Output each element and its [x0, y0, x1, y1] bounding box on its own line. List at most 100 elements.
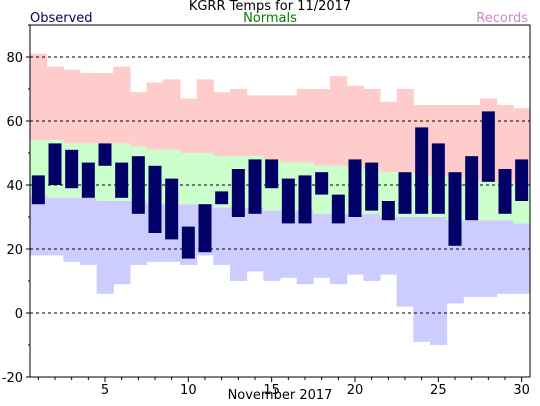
observed-bar-day-20 [348, 159, 362, 217]
observed-bar-day-6 [115, 162, 129, 198]
record-high-day-16 [280, 95, 298, 163]
record-high-day-26 [446, 105, 464, 179]
y-tick-label--20: -20 [2, 371, 23, 386]
observed-bar-day-4 [81, 162, 95, 198]
plot-frame [29, 24, 531, 378]
observed-bar-day-21 [365, 162, 379, 211]
y-tick-label-40: 40 [6, 179, 23, 194]
observed-bar-day-2 [48, 143, 62, 185]
record-high-day-2 [46, 66, 64, 141]
observed-bar-day-24 [415, 127, 429, 214]
normals-legend-label: Normals [243, 11, 297, 26]
record-low-day-28 [480, 220, 498, 297]
record-high-day-4 [80, 73, 98, 144]
x-tick-label-25: 25 [430, 383, 447, 398]
record-low-day-14 [246, 207, 264, 272]
record-high-day-14 [246, 95, 264, 157]
record-high-day-18 [313, 89, 331, 166]
observed-legend-label: Observed [30, 11, 93, 26]
record-high-day-23 [396, 89, 414, 173]
normal-range-day-11 [196, 153, 214, 205]
normal-range-day-28 [480, 181, 498, 221]
record-high-day-9 [163, 79, 181, 150]
x-tick-label-10: 10 [180, 383, 197, 398]
record-low-day-27 [463, 220, 481, 297]
x-tick-label-15: 15 [263, 383, 280, 398]
record-high-day-3 [63, 69, 81, 144]
y-tick-label-80: 80 [6, 51, 23, 66]
record-low-day-4 [80, 197, 98, 265]
record-high-day-7 [130, 92, 148, 147]
grid-lines [30, 56, 530, 314]
record-high-day-13 [230, 89, 248, 157]
record-low-day-12 [213, 207, 231, 265]
observed-bar-day-14 [248, 159, 262, 214]
record-high-day-12 [213, 92, 231, 157]
record-high-day-22 [380, 101, 398, 173]
y-tick-label-20: 20 [6, 243, 23, 258]
observed-bar-day-15 [265, 159, 279, 189]
x-tick-label-30: 30 [513, 383, 530, 398]
records-legend-label: Records [476, 11, 528, 26]
record-low-day-1 [30, 194, 48, 256]
x-tick-label-20: 20 [347, 383, 364, 398]
observed-bar-day-7 [131, 156, 145, 214]
x-axis-label: November 2017 [227, 388, 333, 403]
record-low-day-24 [413, 217, 431, 342]
record-low-day-25 [430, 217, 448, 345]
normal-range-day-10 [180, 153, 198, 205]
record-low-day-20 [346, 213, 364, 275]
record-low-day-22 [380, 217, 398, 275]
observed-bars [31, 111, 529, 259]
observed-bar-day-18 [315, 172, 329, 195]
record-high-day-21 [363, 89, 381, 169]
observed-bar-day-30 [515, 159, 529, 201]
record-low-day-6 [113, 201, 131, 285]
observed-bar-day-22 [381, 201, 395, 221]
record-high-day-11 [196, 79, 214, 153]
record-low-day-15 [263, 210, 281, 281]
chart-title: KGRR Temps for 11/2017 [188, 0, 352, 14]
record-high-day-17 [296, 89, 314, 163]
observed-bar-day-12 [215, 191, 229, 205]
x-tick-label-5: 5 [101, 383, 109, 398]
record-high-day-29 [496, 105, 514, 182]
record-high-day-1 [30, 53, 48, 141]
record-high-day-8 [146, 82, 164, 150]
record-low-day-5 [96, 201, 114, 294]
observed-bar-day-8 [148, 165, 162, 233]
record-low-day-3 [63, 197, 81, 262]
record-high-band [30, 53, 531, 185]
record-low-day-16 [280, 210, 298, 278]
observed-bar-day-11 [198, 204, 212, 253]
record-low-day-21 [363, 213, 381, 281]
record-high-day-15 [263, 95, 281, 160]
x-axis: 5 10 15 20 25 30 [37, 377, 530, 398]
observed-bar-day-28 [481, 111, 495, 182]
observed-bar-day-25 [431, 143, 445, 214]
observed-bar-day-29 [498, 169, 512, 214]
record-high-day-20 [346, 85, 364, 169]
observed-bar-day-13 [231, 169, 245, 217]
record-high-day-5 [96, 73, 114, 144]
record-low-day-18 [313, 213, 331, 278]
observed-bar-day-23 [398, 172, 412, 214]
record-low-day-13 [230, 207, 248, 281]
y-axis: -20 0 20 40 60 80 [2, 24, 30, 386]
observed-bar-day-26 [448, 172, 462, 246]
record-low-day-17 [296, 210, 314, 285]
y-tick-label-0: 0 [15, 307, 23, 322]
record-high-day-10 [180, 98, 198, 153]
observed-bar-day-19 [331, 194, 345, 224]
observed-bar-day-17 [298, 175, 312, 224]
observed-bar-day-27 [465, 156, 479, 221]
observed-bar-day-10 [181, 226, 195, 259]
observed-bar-day-3 [65, 149, 79, 189]
observed-bar-day-5 [98, 143, 112, 166]
record-low-day-29 [496, 220, 514, 294]
observed-bar-day-1 [31, 175, 45, 205]
record-high-day-6 [113, 66, 131, 144]
record-low-day-30 [513, 223, 531, 294]
record-low-day-23 [396, 217, 414, 307]
